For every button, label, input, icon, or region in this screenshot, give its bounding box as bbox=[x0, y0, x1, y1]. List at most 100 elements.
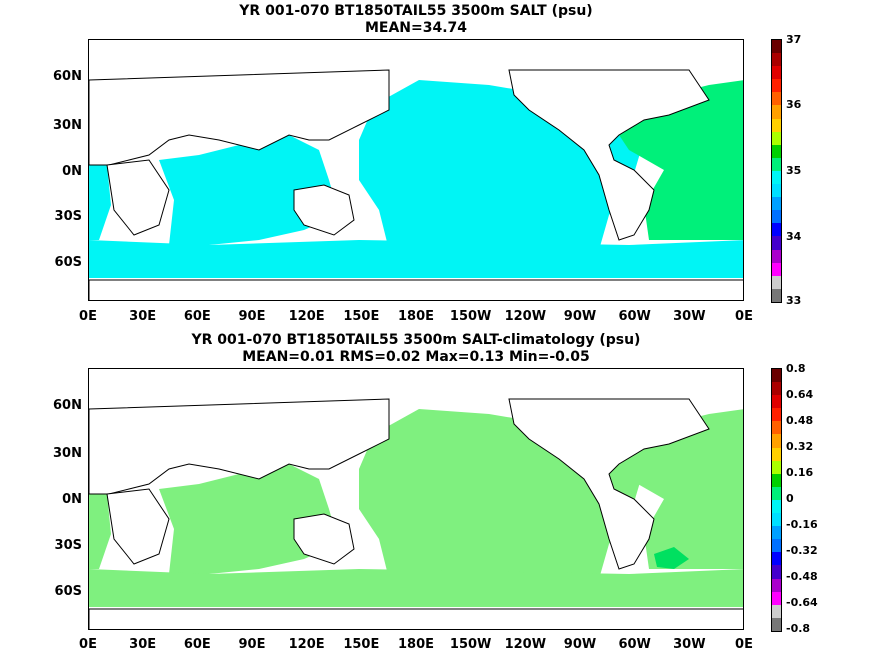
lon-label: 150E bbox=[343, 637, 380, 652]
lon-label: 30W bbox=[673, 637, 706, 652]
colorbar-swatch bbox=[772, 170, 781, 185]
colorbar-swatch bbox=[772, 526, 781, 540]
lon-label: 30E bbox=[129, 637, 157, 652]
colorbar-label: 35 bbox=[786, 164, 802, 177]
colorbar-label: -0.32 bbox=[786, 544, 818, 557]
lon-label: 60E bbox=[183, 309, 211, 324]
lat-label: 30N bbox=[53, 118, 82, 133]
panel1-title-line1: YR 001-070 BT1850TAIL55 3500m SALT (psu) bbox=[239, 3, 593, 19]
colorbar-swatch bbox=[772, 591, 781, 605]
lon-label: 180E bbox=[397, 309, 435, 324]
lon-label: 120W bbox=[504, 309, 547, 324]
colorbar-swatch bbox=[772, 249, 781, 263]
colorbar-swatch bbox=[772, 382, 781, 396]
lat-label: 60S bbox=[54, 255, 82, 270]
colorbar-swatch bbox=[772, 157, 781, 171]
colorbar-swatch bbox=[772, 369, 781, 383]
colorbar bbox=[771, 39, 782, 303]
colorbar-swatch bbox=[772, 486, 781, 500]
colorbar-label: 0.64 bbox=[786, 388, 814, 401]
colorbar-swatch bbox=[772, 40, 781, 54]
colorbar-swatch bbox=[772, 552, 781, 566]
lon-label: 60E bbox=[183, 637, 211, 652]
lat-label: 0N bbox=[62, 164, 82, 179]
lat-label: 0N bbox=[62, 492, 82, 507]
colorbar-swatch bbox=[772, 447, 781, 461]
colorbar-swatch bbox=[772, 578, 781, 592]
anomaly-patch bbox=[654, 547, 689, 569]
colorbar-swatch bbox=[772, 197, 781, 211]
colorbar-label: 0 bbox=[786, 492, 794, 505]
lon-label: 180E bbox=[397, 637, 435, 652]
colorbar-swatch bbox=[772, 210, 781, 224]
colorbar-swatch bbox=[772, 92, 781, 106]
colorbar-swatch bbox=[772, 288, 781, 302]
colorbar-label: 0.32 bbox=[786, 440, 814, 453]
lat-label: 30S bbox=[54, 209, 82, 224]
continents bbox=[89, 398, 743, 629]
colorbar-swatch bbox=[772, 105, 781, 119]
colorbar-swatch bbox=[772, 434, 781, 448]
lon-label: 0E bbox=[79, 637, 97, 652]
lon-label: 150W bbox=[449, 309, 492, 324]
lon-label: 0E bbox=[79, 309, 97, 324]
colorbar-swatch bbox=[772, 565, 781, 579]
colorbar-swatch bbox=[772, 79, 781, 93]
colorbar-swatch bbox=[772, 131, 781, 145]
lon-label: 120E bbox=[288, 309, 325, 324]
lat-label: 30S bbox=[54, 538, 82, 553]
colorbar bbox=[771, 368, 782, 632]
salinity-map bbox=[88, 39, 744, 301]
lon-label: 30E bbox=[129, 309, 157, 324]
colorbar-swatch bbox=[772, 118, 781, 132]
colorbar-swatch bbox=[772, 604, 781, 618]
colorbar-label: -0.8 bbox=[786, 622, 811, 635]
colorbar-swatch bbox=[772, 262, 781, 276]
colorbar-label: 0.8 bbox=[786, 362, 806, 375]
colorbar-swatch bbox=[772, 223, 781, 237]
panel2-title-line1: YR 001-070 BT1850TAIL55 3500m SALT-clima… bbox=[191, 332, 641, 348]
colorbar-swatch bbox=[772, 275, 781, 289]
lon-label: 150W bbox=[449, 637, 492, 652]
colorbar-swatch bbox=[772, 499, 781, 514]
colorbar-label: -0.48 bbox=[786, 570, 818, 583]
colorbar-swatch bbox=[772, 144, 781, 158]
colorbar-swatch bbox=[772, 53, 781, 67]
lon-label: 90W bbox=[563, 309, 597, 324]
continents bbox=[89, 69, 743, 300]
lon-label: 90E bbox=[238, 309, 266, 324]
colorbar-swatch bbox=[772, 460, 781, 474]
colorbar-label: 34 bbox=[786, 230, 802, 243]
lon-label: 0E bbox=[735, 637, 753, 652]
salinity-anomaly-map bbox=[88, 368, 744, 630]
lon-label: 90E bbox=[238, 637, 266, 652]
lon-label: 90W bbox=[563, 637, 597, 652]
colorbar-swatch bbox=[772, 236, 781, 250]
colorbar-label: 36 bbox=[786, 98, 802, 111]
colorbar-label: -0.64 bbox=[786, 596, 818, 609]
colorbar-swatch bbox=[772, 184, 781, 198]
colorbar-label: 0.16 bbox=[786, 466, 814, 479]
colorbar-swatch bbox=[772, 513, 781, 527]
colorbar-swatch bbox=[772, 421, 781, 435]
colorbar-label: 33 bbox=[786, 294, 802, 307]
colorbar-label: -0.16 bbox=[786, 518, 818, 531]
colorbar-label: 0.48 bbox=[786, 414, 814, 427]
lon-label: 0E bbox=[735, 309, 753, 324]
colorbar-swatch bbox=[772, 539, 781, 553]
lat-label: 30N bbox=[53, 446, 82, 461]
colorbar-swatch bbox=[772, 473, 781, 487]
colorbar-swatch bbox=[772, 395, 781, 409]
colorbar-swatch bbox=[772, 66, 781, 80]
lon-label: 120E bbox=[288, 637, 325, 652]
lon-label: 30W bbox=[673, 309, 706, 324]
lon-label: 120W bbox=[504, 637, 547, 652]
lon-label: 150E bbox=[343, 309, 380, 324]
lon-label: 60W bbox=[618, 637, 651, 652]
colorbar-swatch bbox=[772, 617, 781, 631]
colorbar-swatch bbox=[772, 408, 781, 422]
colorbar-label: 37 bbox=[786, 33, 802, 46]
lon-label: 60W bbox=[618, 309, 651, 324]
lat-label: 60N bbox=[53, 69, 82, 84]
panel2-title-line2: MEAN=0.01 RMS=0.02 Max=0.13 Min=-0.05 bbox=[242, 349, 590, 365]
